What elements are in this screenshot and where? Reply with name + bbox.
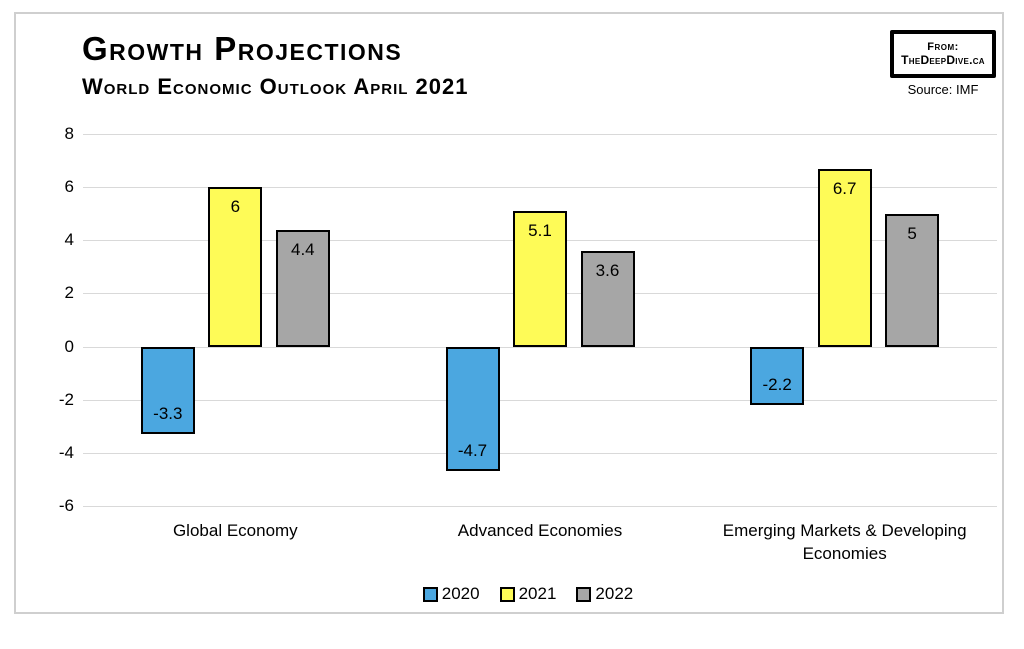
y-axis-tick-label: -2: [58, 389, 74, 409]
bar-2021: 6: [208, 187, 263, 347]
chart-frame: Growth Projections World Economic Outloo…: [14, 12, 1004, 614]
bar-value-label: 5.1: [528, 221, 552, 241]
plot-area: 8 6 4 2 0 -2 -4 -6 -3.3 6 4.4 Global Economy -4.7 5.1…: [16, 14, 1024, 649]
legend-label: 2022: [595, 584, 634, 603]
bar-value-label: -3.3: [153, 404, 183, 424]
bar-2020: -3.3: [140, 346, 195, 435]
y-axis-tick-label: 6: [64, 177, 74, 197]
y-axis-tick-label: 8: [64, 124, 74, 143]
legend-item-2020: 2020: [422, 584, 480, 604]
badge-line1: From:: [927, 41, 959, 53]
legend-item-2021: 2021: [499, 584, 557, 604]
bar-value-label: -4.7: [457, 441, 488, 461]
y-axis-tick-label: 0: [64, 336, 74, 356]
gridline: [83, 187, 997, 189]
bar-value-label: 5: [907, 223, 917, 243]
legend-swatch-icon: [499, 586, 515, 602]
bar-2022: 4.4: [275, 229, 330, 347]
legend-label: 2021: [518, 584, 557, 603]
legend-item-2022: 2022: [576, 584, 633, 604]
bar-value-label: 6: [230, 197, 241, 217]
legend-swatch-icon: [422, 586, 438, 602]
y-axis-tick-label: 4: [64, 230, 74, 250]
bar-value-label: 4.4: [291, 239, 315, 259]
gridline: [83, 506, 997, 507]
badge-line2: TheDeepDive.ca: [901, 53, 985, 67]
gridline: [83, 134, 997, 135]
chart-title: Growth Projections: [82, 30, 403, 67]
source-label: Source: IMF: [907, 82, 979, 97]
y-axis-tick-label: -6: [58, 496, 74, 515]
bar-value-label: 3.6: [595, 260, 620, 280]
y-axis-tick-label: 2: [64, 283, 74, 303]
bar-2022: 5: [885, 213, 940, 347]
category-label: Global Economy: [172, 521, 298, 540]
gridline: [83, 452, 997, 454]
bar-2022: 3.6: [580, 250, 635, 347]
y-axis-tick-label: -4: [58, 442, 74, 462]
category-label: Emerging Markets & Developing Economies: [722, 521, 967, 563]
chart-subtitle: World Economic Outlook April 2021: [82, 74, 469, 99]
bar-value-label: -2.2: [762, 375, 792, 395]
gridline: [83, 399, 997, 401]
bar-2020: -4.7: [445, 346, 500, 472]
gridline: [83, 346, 997, 348]
bar-2020: -2.2: [750, 346, 805, 406]
legend-label: 2020: [441, 584, 480, 603]
legend: 2020 2021 2022: [16, 584, 1024, 604]
branding-badge: From: TheDeepDive.ca: [890, 30, 996, 78]
bar-value-label: 6.7: [832, 178, 857, 198]
bar-2021: 6.7: [817, 168, 872, 347]
legend-swatch-icon: [576, 586, 592, 602]
category-label: Advanced Economies: [457, 521, 623, 540]
bar-2021: 5.1: [513, 211, 567, 347]
